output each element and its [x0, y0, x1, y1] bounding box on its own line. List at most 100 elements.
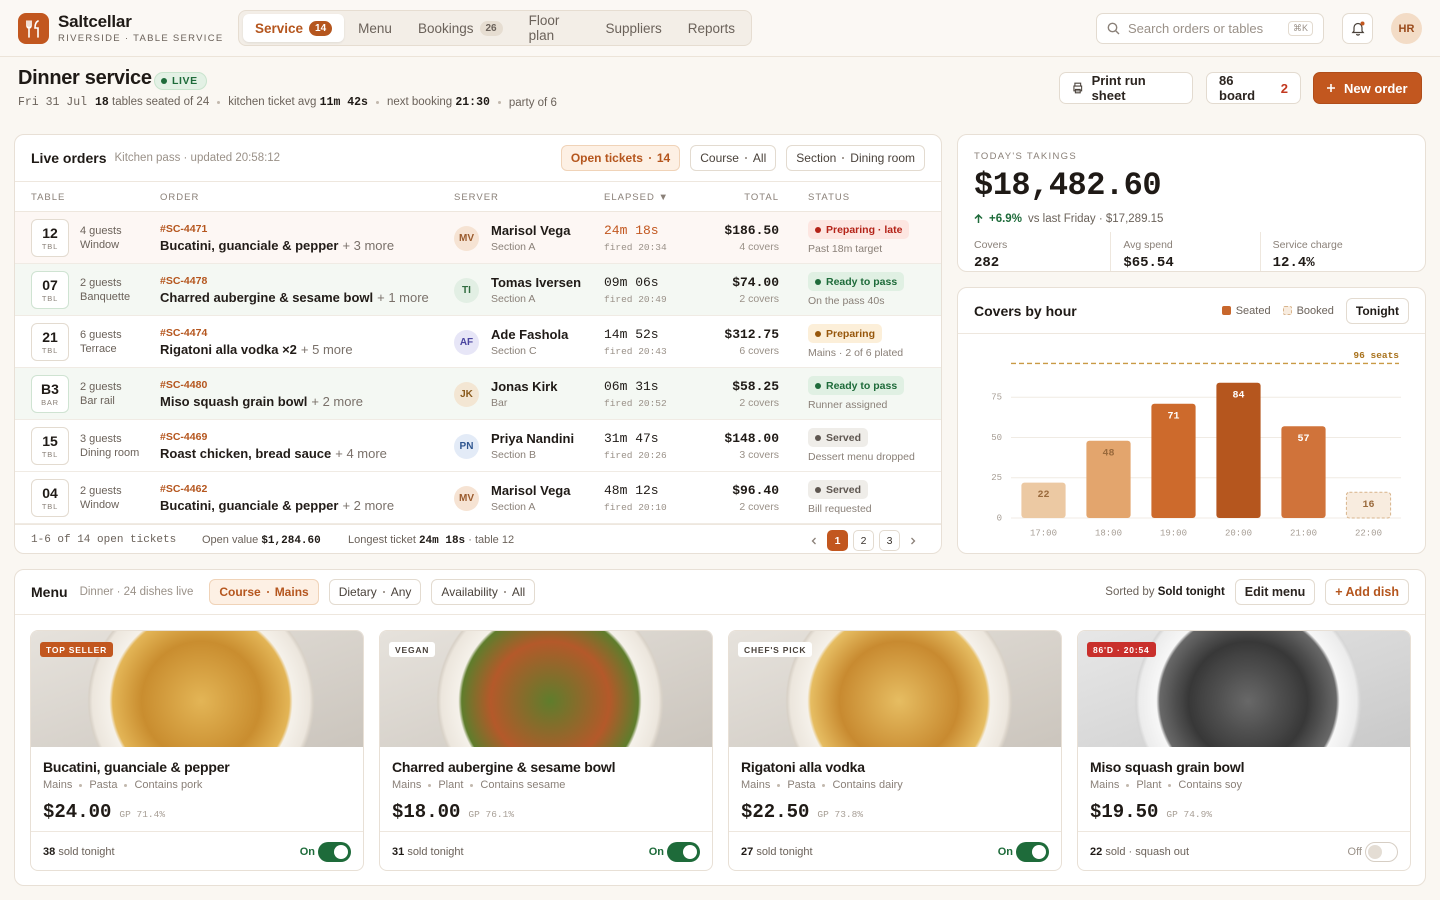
total-amount: $148.00 [724, 431, 779, 446]
edit-menu-button[interactable]: Edit menu [1234, 579, 1316, 605]
status-pill: Ready to pass [808, 272, 905, 291]
search-icon [1107, 22, 1120, 35]
dish-tag: Pasta [787, 779, 816, 791]
x-tick-label: 17:00 [1030, 528, 1057, 538]
filter-value: Mains [274, 585, 309, 599]
print-button[interactable]: Print run sheet [1059, 72, 1193, 104]
filter-value: Dining room [850, 151, 915, 165]
nav-tab[interactable]: Bookings 26 [406, 14, 515, 42]
board-button[interactable]: 86 board 2 [1206, 72, 1301, 104]
filter-value: Any [390, 585, 412, 599]
x-tick-label: 20:00 [1225, 528, 1252, 538]
filter-chip[interactable]: Dietary Any [328, 579, 422, 605]
status: Served Dessert menu dropped [808, 428, 915, 463]
table-badge: 15 TBL [31, 427, 69, 465]
elapsed: 24m 18s fired 20:34 [604, 223, 667, 253]
page-button[interactable]: 3 [879, 530, 900, 551]
open-value-amount: $1,284.60 [261, 535, 321, 547]
nav-tab[interactable]: Suppliers [593, 14, 673, 42]
table-kind: TBL [41, 502, 59, 511]
page-button[interactable]: 1 [827, 530, 848, 551]
range-button[interactable]: Tonight [1345, 297, 1409, 324]
sold-text: sold tonight [756, 846, 813, 858]
add-dish-button[interactable]: + Add dish [1325, 579, 1409, 605]
filter-label: Course [700, 151, 739, 165]
fired-time: fired 20:52 [604, 398, 667, 409]
stat-value: 282 [974, 255, 1000, 271]
filter-chip[interactable]: Course Mains [209, 579, 319, 605]
nav-label: Menu [358, 20, 392, 36]
covers: 2 covers [739, 293, 779, 305]
dish-card[interactable]: VEGAN Charred aubergine & sesame bowl Main… [379, 630, 713, 871]
app-tagline: RIVERSIDE · TABLE SERVICE [58, 33, 224, 44]
filter-chip[interactable]: Section Dining room [786, 145, 925, 171]
server-name: Ade Fashola [491, 327, 569, 342]
availability-toggle[interactable] [318, 842, 351, 862]
nav-label: Reports [687, 20, 735, 36]
prev-page[interactable] [806, 530, 822, 551]
user-avatar[interactable]: HR [1391, 13, 1422, 44]
nav-tab[interactable]: Service 14 [243, 14, 345, 42]
bell-icon [1351, 21, 1364, 36]
bar-value-label: 22 [1037, 490, 1049, 501]
sold-count: 38 [43, 846, 56, 858]
guests: 6 guests Terrace [80, 328, 122, 356]
order-dish: Charred aubergine & sesame bowl [160, 290, 374, 305]
elapsed-time: 09m 06s [604, 275, 659, 290]
dish-price: $24.00 GP 71.4% [43, 801, 165, 823]
nav-label: Suppliers [605, 20, 662, 36]
fired-time: fired 20:43 [604, 346, 667, 357]
y-tick-label: 0 [997, 513, 1002, 523]
status-pill: Preparing [808, 324, 883, 343]
bar-value-label: 71 [1167, 411, 1179, 422]
main-nav: Service 14 Menu Bookings 26 Floor plan Supplie… [238, 10, 752, 46]
gross-profit: GP 74.9% [1166, 809, 1213, 820]
filter-chip[interactable]: Open tickets 14 [560, 145, 681, 171]
dish-card[interactable]: 86'D · 20:54 Miso squash grain bowl Mains P… [1077, 630, 1411, 871]
x-tick-label: 22:00 [1355, 528, 1382, 538]
bar [1151, 403, 1196, 518]
dish-card[interactable]: TOP SELLER Bucatini, guanciale & pepper Ma… [30, 630, 364, 871]
logo[interactable] [18, 13, 49, 44]
page-button[interactable]: 2 [853, 530, 874, 551]
board-count: 2 [1280, 80, 1288, 96]
next-page[interactable] [905, 530, 921, 551]
guest-count: 4 guests [80, 225, 122, 237]
x-tick-label: 19:00 [1160, 528, 1187, 538]
nav-tab[interactable]: Menu [346, 14, 404, 42]
new-order-button[interactable]: New order [1313, 72, 1422, 104]
dish-card[interactable]: CHEF'S PICK Rigatoni alla vodka Mains Pasta… [728, 630, 1062, 871]
server-name: Tomas Iversen [491, 275, 582, 290]
live-badge: LIVE [154, 72, 207, 90]
nav-tab[interactable]: Floor plan [517, 13, 592, 43]
ticket-avg-label: kitchen ticket avg [228, 96, 317, 108]
search-box[interactable]: Search orders or tables ⌘K [1096, 13, 1324, 44]
order-row[interactable]: B3 BAR 2 guests Bar rail #SC-4480 Miso squash… [15, 368, 941, 420]
takings-label: TODAY'S TAKINGS [974, 151, 1077, 162]
covers-chart: 0 25 50 75 96 seats 17:00 18:00 19:00 20:00 21:00… [991, 350, 1401, 538]
live-dot [161, 78, 167, 84]
availability-toggle[interactable] [667, 842, 700, 862]
filter-chip[interactable]: Course All [690, 145, 777, 171]
price: $24.00 [43, 801, 112, 823]
order-row[interactable]: 15 TBL 3 guests Dining room #SC-4469 Roast ch… [15, 420, 941, 472]
availability-toggle[interactable] [1365, 842, 1398, 862]
order-row[interactable]: 04 TBL 2 guests Window #SC-4462 Bucatini, gua… [15, 472, 941, 524]
order-row[interactable]: 21 TBL 6 guests Terrace #SC-4474 Rigatoni all… [15, 316, 941, 368]
order-row[interactable]: 07 TBL 2 guests Banquette #SC-4478 Charred au… [15, 264, 941, 316]
dish-tag: Mains [1090, 779, 1120, 791]
notifications[interactable] [1342, 13, 1373, 44]
nav-tab[interactable]: Reports [676, 14, 747, 42]
column-header: SERVER [454, 192, 499, 203]
sold-info: 22 sold · squash out [1090, 846, 1189, 858]
order-row[interactable]: 12 TBL 4 guests Window #SC-4471 Bucatini, gua… [15, 212, 941, 264]
up-arrow [974, 214, 983, 223]
stat: Avg spend $65.54 [1110, 232, 1259, 271]
table-badge: B3 BAR [31, 375, 69, 413]
dish-name: Charred aubergine & sesame bowl [392, 759, 616, 775]
order-items: Rigatoni alla vodka ×2 + 5 more [160, 342, 353, 357]
order-id: #SC-4480 [160, 379, 208, 391]
availability-toggle[interactable] [1016, 842, 1049, 862]
filter-chip[interactable]: Availability All [431, 579, 536, 605]
